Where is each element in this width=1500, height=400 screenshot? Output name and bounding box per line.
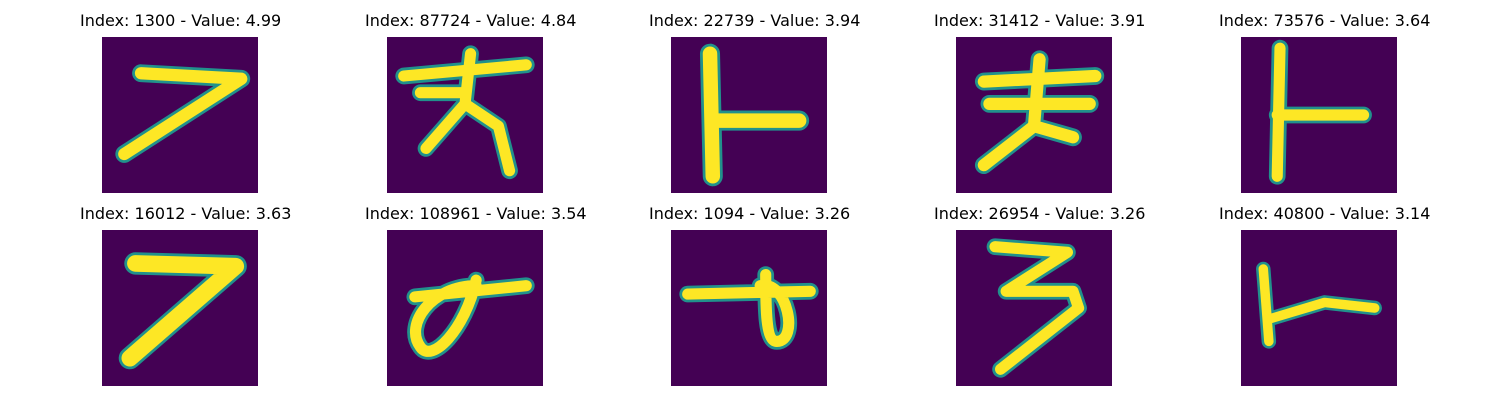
- cell-title: Index: 87724 - Value: 4.84: [365, 11, 565, 31]
- cross-double-bar-glyph: [956, 37, 1112, 193]
- digit-image: [671, 230, 827, 386]
- t-rotated-thin-glyph: [1241, 37, 1397, 193]
- grid-cell: Index: 108961 - Value: 3.54: [365, 204, 565, 394]
- grid-cell: Index: 73576 - Value: 3.64: [1219, 11, 1419, 201]
- digit-image: [956, 230, 1112, 386]
- digit-image: [671, 37, 827, 193]
- star-cross-glyph: [387, 37, 543, 193]
- digit-image: [102, 37, 258, 193]
- grid-cell: Index: 31412 - Value: 3.91: [934, 11, 1134, 201]
- digit-image: [102, 230, 258, 386]
- digit-image: [956, 37, 1112, 193]
- grid-cell: Index: 87724 - Value: 4.84: [365, 11, 565, 201]
- t-rotated-small-glyph: [1241, 230, 1397, 386]
- cell-title: Index: 1300 - Value: 4.99: [80, 11, 280, 31]
- digit-image: [1241, 37, 1397, 193]
- cell-title: Index: 1094 - Value: 3.26: [649, 204, 849, 224]
- bar-with-loop-glyph: [671, 230, 827, 386]
- seven-stroke-glyph: [102, 37, 258, 193]
- grid-cell: Index: 1300 - Value: 4.99: [80, 11, 280, 201]
- digit-image: [387, 230, 543, 386]
- cell-title: Index: 26954 - Value: 3.26: [934, 204, 1134, 224]
- seven-bold-glyph: [102, 230, 258, 386]
- cell-title: Index: 16012 - Value: 3.63: [80, 204, 280, 224]
- cell-title: Index: 40800 - Value: 3.14: [1219, 204, 1419, 224]
- cell-title: Index: 108961 - Value: 3.54: [365, 204, 565, 224]
- grid-cell: Index: 40800 - Value: 3.14: [1219, 204, 1419, 394]
- loop-with-bar-glyph: [387, 230, 543, 386]
- grid-cell: Index: 16012 - Value: 3.63: [80, 204, 280, 394]
- grid-cell: Index: 26954 - Value: 3.26: [934, 204, 1134, 394]
- cell-title: Index: 31412 - Value: 3.91: [934, 11, 1134, 31]
- grid-cell: Index: 22739 - Value: 3.94: [649, 11, 849, 201]
- digit-image: [387, 37, 543, 193]
- three-z-glyph: [956, 230, 1112, 386]
- cell-title: Index: 73576 - Value: 3.64: [1219, 11, 1419, 31]
- t-rotated-glyph: [671, 37, 827, 193]
- digit-image: [1241, 230, 1397, 386]
- grid-cell: Index: 1094 - Value: 3.26: [649, 204, 849, 394]
- cell-title: Index: 22739 - Value: 3.94: [649, 11, 849, 31]
